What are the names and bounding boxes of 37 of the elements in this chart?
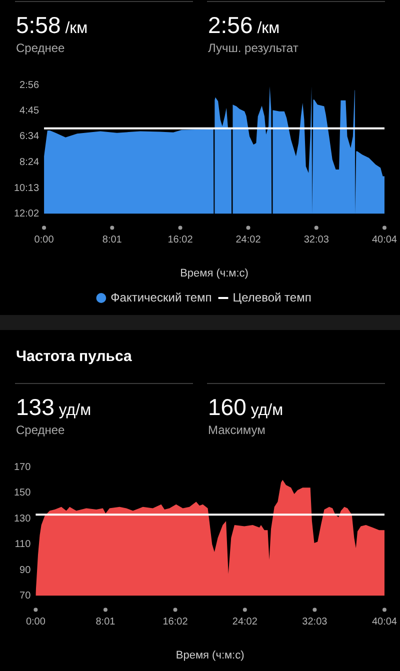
y-tick-label: 90 (20, 564, 32, 576)
x-tick-label: 8:01 (96, 616, 116, 628)
y-tick-label: 110 (14, 539, 32, 550)
y-tick-label: 170 (14, 462, 32, 473)
legend-label: Целевой темп (232, 290, 312, 304)
y-tick-label: 150 (14, 488, 32, 499)
text: Лучш. результат (208, 40, 300, 57)
y-tick-label: 8:24 (20, 157, 40, 168)
y-tick-label: 130 (14, 513, 32, 524)
text: Максимум (208, 422, 266, 439)
text: 133 уд/м (16, 393, 92, 421)
y-tick-label: 4:45 (20, 105, 40, 116)
x-tick-label: 24:02 (236, 234, 262, 246)
x-tick-label: 16:02 (168, 234, 194, 246)
y-tick-label: 6:34 (20, 131, 40, 142)
text: 5:58 /км (16, 11, 89, 39)
x-tick-label: 32:03 (304, 234, 330, 246)
x-tick-label: 32:03 (302, 616, 328, 628)
x-tick-label: 0:00 (34, 234, 54, 246)
x-tick-label: 0:00 (26, 616, 46, 628)
text: 2:56 /км (208, 11, 281, 39)
text: 160 уд/м (208, 393, 284, 421)
text: Среднее (16, 422, 66, 439)
y-tick-label: 12:02 (14, 208, 40, 220)
y-tick-label: 2:56 (20, 80, 40, 91)
chart-title: Частота пульса (15, 347, 133, 367)
y-tick-label: 10:13 (14, 182, 40, 194)
text: Среднее (16, 40, 66, 57)
x-tick-label: 24:02 (232, 616, 258, 628)
legend-label: Фактический темп (110, 290, 212, 304)
x-axis-title: Время (ч:м:с) (180, 267, 248, 280)
x-tick-label: 40:04 (372, 616, 398, 628)
x-axis-title: Время (ч:м:с) (176, 649, 244, 662)
y-tick-label: 70 (20, 590, 32, 602)
x-tick-label: 40:04 (372, 234, 398, 246)
x-tick-label: 8:01 (102, 234, 122, 246)
x-tick-label: 16:02 (162, 616, 188, 628)
